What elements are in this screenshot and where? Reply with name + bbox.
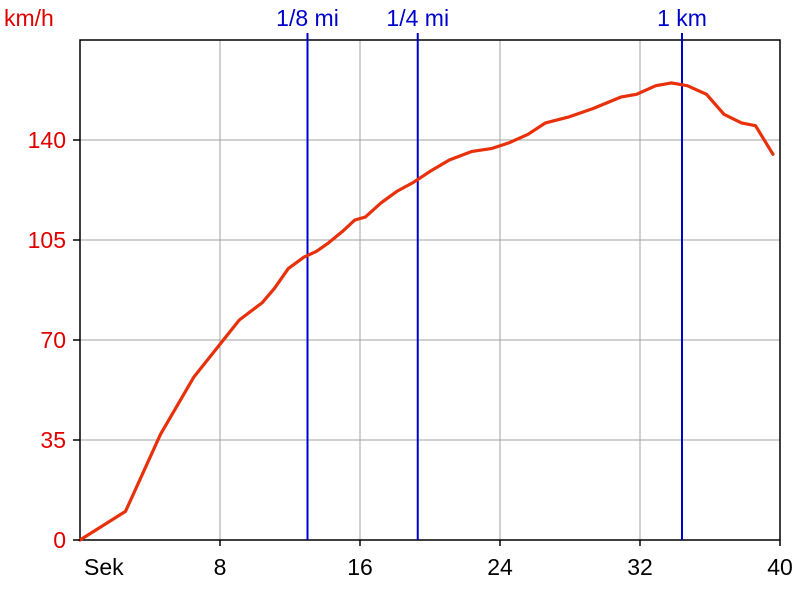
distance-marker-label: 1/8 mi (276, 5, 339, 31)
y-axis-ticks: 0 35 70 105 140 (28, 127, 80, 553)
y-tick-label: 0 (53, 527, 66, 553)
plot-frame (79, 39, 781, 541)
y-axis-unit-label: km/h (4, 5, 54, 31)
y-tick-label: 35 (40, 427, 66, 453)
x-tick-label: 32 (627, 554, 653, 580)
speed-series-line (78, 81, 775, 542)
distance-marker-label: 1/4 mi (386, 5, 449, 31)
x-tick-label: 24 (487, 554, 513, 580)
grid (80, 40, 780, 540)
y-tick-label: 70 (40, 327, 66, 353)
x-tick-label: 40 (767, 554, 793, 580)
x-axis-unit-label: Sek (84, 554, 124, 580)
y-tick-label: 105 (28, 227, 66, 253)
distance-marker-label: 1 km (657, 5, 707, 31)
y-tick-label: 140 (28, 127, 66, 153)
x-tick-label: 8 (214, 554, 227, 580)
x-tick-label: 16 (347, 554, 373, 580)
distance-markers: 1/8 mi 1/4 mi 1 km (276, 5, 707, 540)
x-axis-ticks: 8 16 24 32 40 (214, 540, 793, 580)
